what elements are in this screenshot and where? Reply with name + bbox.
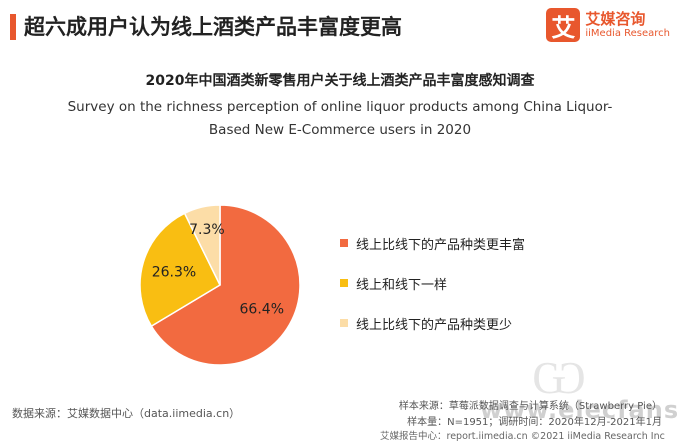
legend-item-richer: 线上比线下的产品种类更丰富 xyxy=(340,234,526,253)
brand-name-en: iiMedia Research xyxy=(585,27,670,39)
legend-swatch-fewer xyxy=(340,319,348,327)
legend-item-fewer: 线上比线下的产品种类更少 xyxy=(340,314,525,333)
sample-info: 样本量：N=1951；调研时间：2020年12月-2021年1月 xyxy=(407,417,662,428)
pie-label-richer: 66.4% xyxy=(240,302,284,318)
title-accent-bar xyxy=(10,14,16,40)
legend-label-richer: 线上比线下的产品种类更丰富 xyxy=(356,237,526,253)
pie-label-fewer: 7.3% xyxy=(189,222,225,238)
pie-slice-fewer xyxy=(183,204,221,286)
brand-text: 艾媒咨询 iiMedia Research xyxy=(585,11,670,39)
pie-slice-same xyxy=(139,212,221,328)
legend-swatch-richer xyxy=(340,239,348,247)
legend-label-same: 线上和线下一样 xyxy=(356,277,448,293)
pie-slice-richer xyxy=(150,204,301,366)
brand-logo: 艾 艾媒咨询 iiMedia Research xyxy=(546,8,670,42)
chart-subtitle-line1: Survey on the richness perception of onl… xyxy=(67,99,613,115)
sample-source: 样本来源：草莓派数据调查与计算系统（Strawberry Pie） xyxy=(398,401,662,412)
brand-name-cn: 艾媒咨询 xyxy=(585,10,646,29)
page-title: 超六成用户认为线上酒类产品丰富度更高 xyxy=(24,15,402,39)
footer-credit: 艾媒报告中心：report.iimedia.cn ©2021 iiMedia R… xyxy=(380,431,665,442)
pie-label-same: 26.3% xyxy=(152,264,196,280)
chart-title: 2020年中国酒类新零售用户关于线上酒类产品丰富度感知调查 xyxy=(145,73,535,89)
legend-label-fewer: 线上比线下的产品种类更少 xyxy=(356,317,513,333)
legend-swatch-same xyxy=(340,279,348,287)
legend-item-same: 线上和线下一样 xyxy=(340,274,525,293)
chart-subtitle-line2: Based New E-Commerce users in 2020 xyxy=(208,122,472,138)
data-source: 数据来源：艾媒数据中心（data.iimedia.cn） xyxy=(12,407,241,420)
watermark-glyph: Ѡ xyxy=(532,350,586,404)
iimedia-logo-icon: 艾 xyxy=(546,8,581,42)
pie-chart: 66.4% 26.3% 7.3% xyxy=(139,204,301,366)
chart-legend: 线上比线下的产品种类更丰富 线上和线下一样 线上比线下的产品种类更少 xyxy=(340,234,525,354)
watermark-text: www.elecfans.com xyxy=(480,396,680,424)
